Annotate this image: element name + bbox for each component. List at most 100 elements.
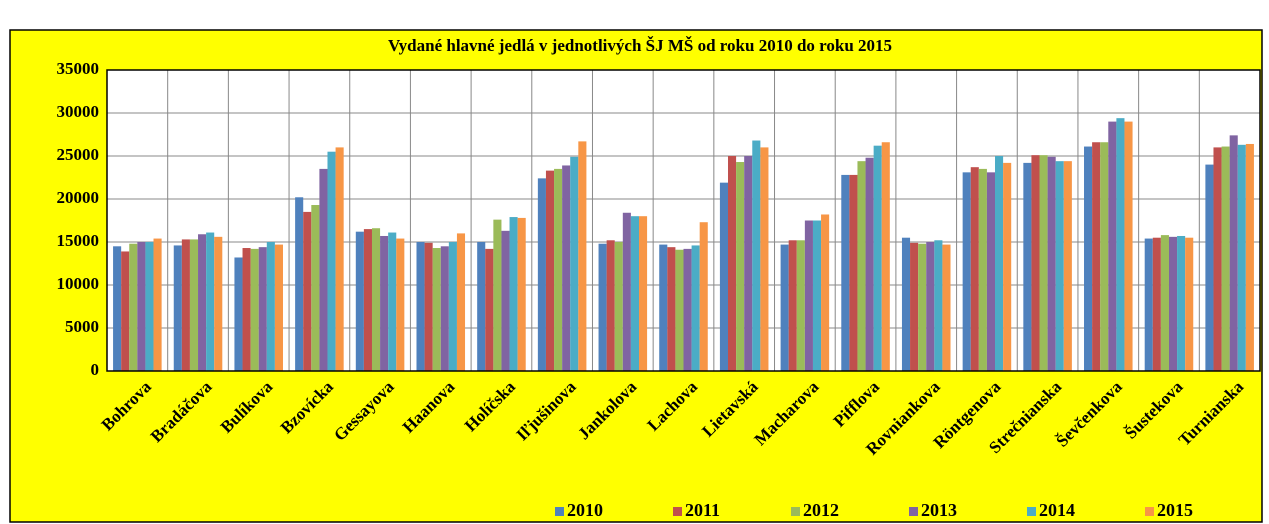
bar — [355, 231, 364, 371]
y-tick-label: 20000 — [57, 188, 100, 207]
bar — [493, 219, 502, 371]
legend-swatch — [791, 507, 800, 516]
bar — [873, 145, 882, 371]
bar — [1092, 142, 1101, 371]
bar — [440, 246, 449, 371]
legend-swatch — [909, 507, 918, 516]
bar — [363, 229, 372, 371]
bar — [432, 248, 441, 371]
legend-label: 2012 — [803, 500, 839, 520]
bar — [638, 216, 648, 371]
legend-swatch — [673, 507, 682, 516]
bar — [630, 216, 639, 371]
bar — [736, 162, 745, 371]
bar — [978, 168, 987, 371]
bar — [1205, 164, 1214, 371]
bar — [812, 220, 822, 371]
bar — [970, 167, 979, 371]
bar — [335, 147, 344, 371]
bar — [234, 257, 243, 371]
y-tick-label: 5000 — [65, 317, 99, 336]
bar — [509, 217, 518, 371]
legend-label: 2014 — [1039, 500, 1075, 520]
bar — [562, 165, 571, 371]
bar — [1177, 235, 1186, 371]
bar — [622, 212, 631, 371]
bar — [995, 156, 1004, 371]
bar — [1055, 161, 1064, 371]
bar — [380, 235, 389, 371]
bar — [1152, 237, 1161, 371]
bar — [1160, 235, 1169, 371]
y-tick-label: 35000 — [57, 59, 100, 78]
bar — [258, 247, 267, 371]
bar — [517, 217, 526, 371]
bar — [388, 232, 397, 371]
bar — [881, 142, 890, 371]
bar — [396, 238, 405, 371]
bar — [659, 244, 668, 371]
bar — [1023, 162, 1032, 371]
chart-title: Vydané hlavné jedlá v jednotlivých ŠJ MŠ… — [388, 36, 892, 55]
bar — [537, 178, 546, 371]
bar — [424, 242, 433, 371]
bar — [1100, 142, 1109, 371]
bar — [1213, 147, 1222, 371]
bar — [796, 240, 805, 371]
bar — [311, 205, 320, 371]
bar — [1168, 236, 1178, 371]
y-tick-label: 10000 — [57, 274, 100, 293]
plot-border — [106, 69, 1261, 372]
bar — [910, 242, 919, 371]
bar — [752, 140, 761, 371]
bar — [153, 238, 162, 371]
bar — [554, 168, 563, 371]
bar — [934, 240, 943, 371]
bar — [456, 233, 466, 371]
bar — [266, 242, 275, 371]
bar — [614, 242, 623, 371]
bar — [918, 243, 927, 371]
bar — [675, 249, 684, 371]
bar — [1063, 161, 1072, 371]
y-tick-label: 0 — [91, 360, 100, 379]
bar — [303, 211, 312, 371]
bar — [189, 239, 199, 371]
bar — [744, 156, 753, 371]
bar — [1221, 146, 1230, 371]
bar — [1084, 146, 1093, 371]
bar — [371, 228, 381, 371]
legend-swatch — [555, 507, 564, 516]
bar — [578, 141, 587, 371]
bar — [416, 242, 425, 371]
bar — [719, 182, 729, 371]
bar — [113, 246, 122, 371]
bar — [501, 230, 510, 371]
bar — [1108, 121, 1117, 371]
bar — [942, 244, 951, 371]
bar — [206, 232, 215, 371]
bar — [1003, 162, 1012, 371]
bar — [857, 161, 866, 371]
legend-swatch — [1145, 507, 1154, 516]
legend-label: 2015 — [1157, 500, 1193, 520]
bar — [145, 242, 154, 371]
bar — [926, 242, 935, 371]
legend-label: 2011 — [685, 500, 720, 520]
bar — [448, 242, 457, 371]
bar — [129, 243, 138, 371]
bar — [1116, 118, 1125, 371]
bar — [788, 240, 797, 371]
legend-swatch — [1027, 507, 1036, 516]
bar — [242, 248, 251, 371]
bar — [477, 242, 486, 371]
bar — [250, 248, 259, 371]
bar — [1245, 143, 1254, 371]
bar — [319, 168, 328, 371]
bar — [1144, 238, 1153, 371]
bar — [1124, 121, 1133, 371]
legend-label: 2010 — [567, 500, 603, 520]
bar — [849, 174, 858, 371]
bar — [606, 240, 615, 371]
